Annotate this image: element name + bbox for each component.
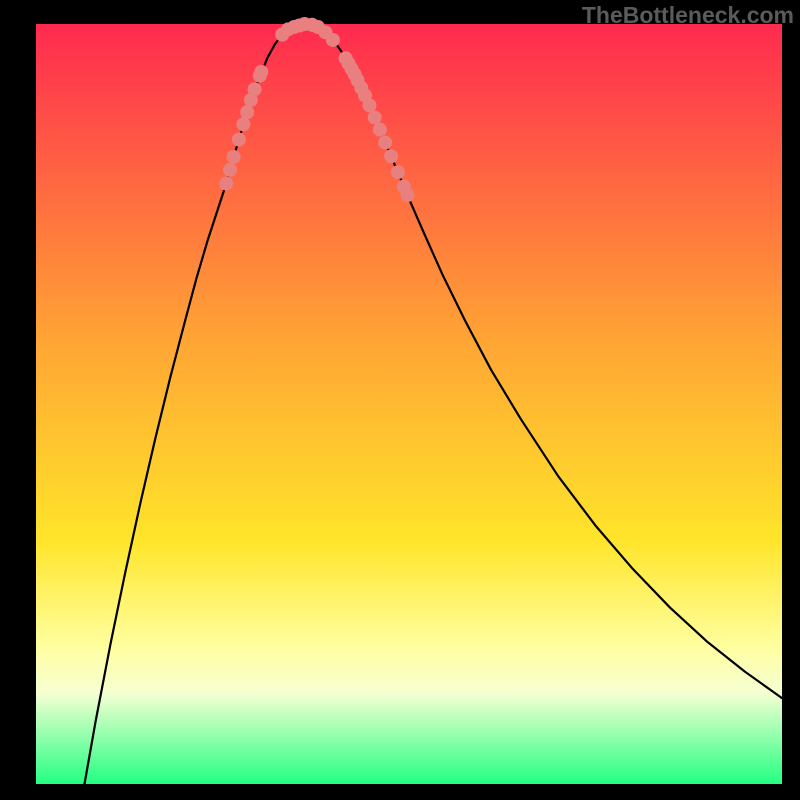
chart-container: TheBottleneck.com	[0, 0, 800, 800]
watermark-text: TheBottleneck.com	[582, 2, 794, 29]
plot-gradient-area	[36, 24, 782, 784]
